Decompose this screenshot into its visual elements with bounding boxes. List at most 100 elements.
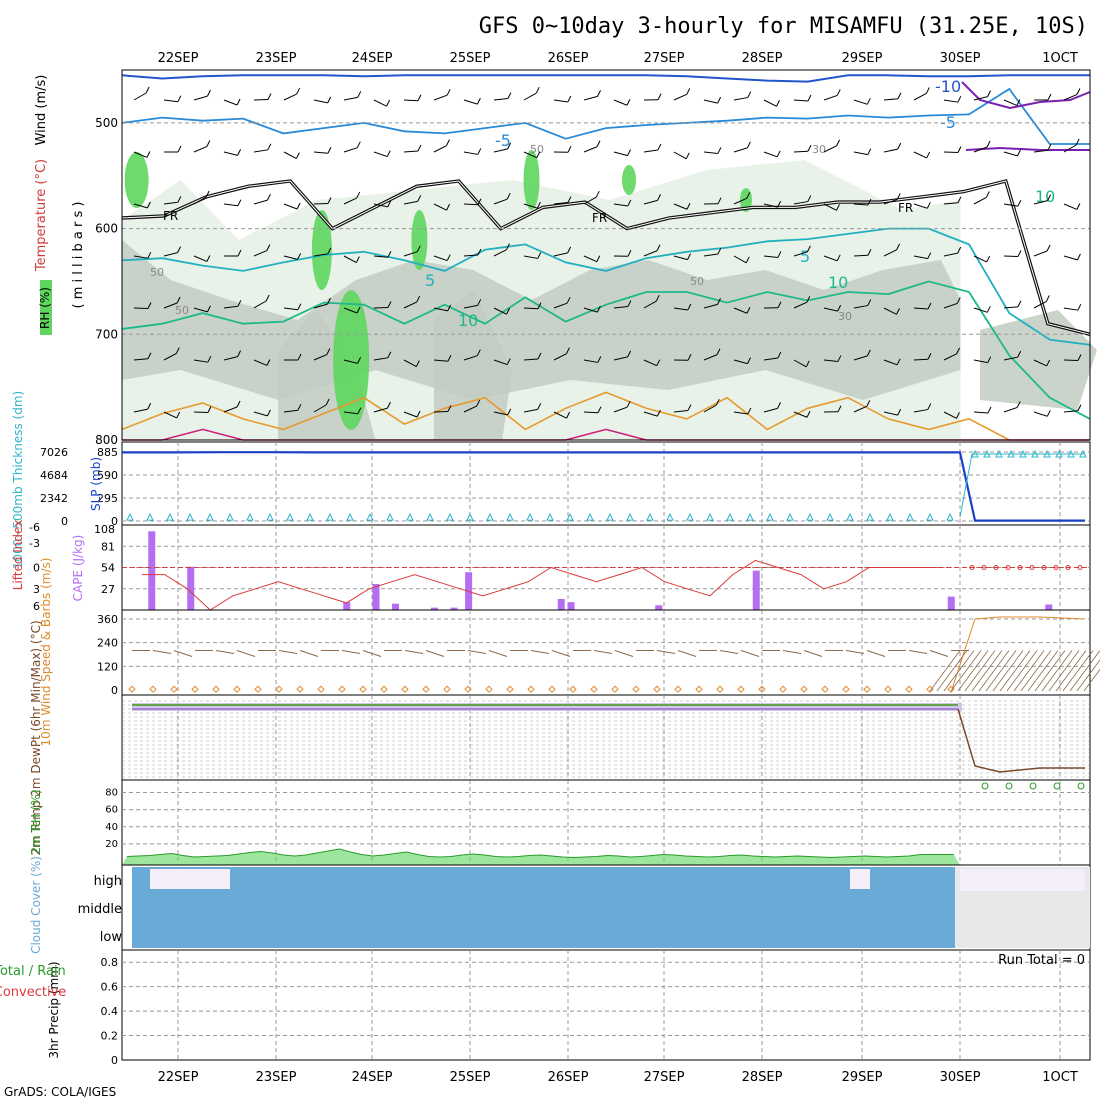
wind-barb-flag	[506, 307, 511, 315]
wind-barb-flag	[657, 93, 662, 100]
wind-barb	[343, 359, 358, 364]
contour-label-14: 30	[838, 310, 852, 323]
wind-barb-flag	[267, 409, 271, 417]
wind-barb	[343, 411, 358, 415]
thickness-marker	[906, 512, 914, 521]
wind-barb-flag	[1047, 194, 1052, 201]
wind-barb-flag	[1017, 250, 1022, 257]
cloud-gap	[150, 869, 230, 889]
wind-barb-flag	[447, 304, 452, 312]
wind-barb-flag	[147, 402, 152, 410]
wind-speed-marker	[611, 685, 619, 693]
wind-speed-marker	[758, 685, 766, 693]
wind-barb	[193, 95, 208, 101]
wind-barb	[1063, 203, 1078, 210]
wind-barb-10m	[404, 650, 424, 655]
wind-barb	[433, 307, 448, 312]
wind-barb-flag	[986, 255, 991, 263]
wind-barb	[553, 202, 568, 205]
wind-barb-flag	[387, 200, 392, 208]
wind-barb-flag	[477, 299, 482, 306]
wind-barb	[313, 404, 327, 413]
wind-barb	[793, 201, 808, 205]
wind-barb	[523, 151, 537, 159]
precip-axis-label: 3hr Precip (mm)	[47, 961, 61, 1058]
wind-barb-10m	[656, 650, 676, 655]
temp-band	[132, 703, 962, 711]
wind-barb	[373, 357, 388, 361]
wind-speed-marker	[527, 685, 535, 693]
wind-barb	[913, 92, 927, 101]
wind-barb	[763, 255, 778, 258]
wind-barb-flag	[717, 298, 721, 305]
wind-barb-flag	[236, 98, 241, 106]
wind-barb-flag	[386, 99, 391, 107]
wind-barb-flag	[626, 99, 631, 106]
wind-barb	[313, 253, 328, 257]
wind-speed-marker	[632, 685, 640, 693]
thickness-axis-label: 1000~500mb Thickness (dm)	[11, 391, 25, 569]
cape-bar	[567, 602, 575, 610]
wind-barb-flag	[507, 408, 512, 416]
cape-bar	[187, 566, 195, 610]
wind-barb-10m	[1027, 650, 1059, 692]
wind-barb	[253, 149, 268, 153]
wind-barb-10m	[929, 650, 949, 658]
wind-barb-flag	[687, 404, 692, 411]
wind-barb-flag	[927, 252, 932, 259]
wind-barb	[193, 146, 208, 153]
thickness-marker	[995, 449, 1003, 458]
wind-barb	[523, 358, 539, 361]
wind-barb	[403, 200, 418, 205]
thickness-tick: 4684	[40, 469, 68, 482]
wind-barb-flag	[837, 355, 842, 362]
wind-barb	[253, 300, 267, 309]
wind-barb-flag	[1016, 99, 1021, 106]
wind-barb-flag	[177, 95, 182, 102]
rh-tick: 20	[105, 839, 118, 850]
wind-speed-marker	[674, 685, 682, 693]
wind-barb	[493, 307, 507, 315]
wind-barb	[673, 307, 688, 311]
wind-barb	[973, 255, 987, 263]
li-tick: 0	[33, 562, 40, 575]
wind-barb-10m	[719, 650, 739, 655]
wind-barb-flag	[687, 354, 692, 361]
wind-speed-marker	[317, 685, 325, 693]
top-date-label: 30SEP	[940, 51, 981, 66]
wind-barb-flag	[987, 356, 992, 363]
wind-barb	[673, 255, 688, 261]
wind-barb	[403, 99, 419, 102]
wind-barb	[943, 202, 958, 205]
wind-barb-flag	[925, 87, 930, 94]
thickness-marker	[971, 449, 979, 458]
wind-barb	[583, 307, 598, 313]
wind-barb-flag	[357, 357, 362, 364]
wind-barb-flag	[867, 148, 872, 155]
wind-barb-flag	[806, 245, 811, 253]
wind-speed-marker	[800, 685, 808, 693]
thickness-marker	[566, 512, 574, 521]
wind-barb-flag	[327, 197, 332, 204]
wind-barb-flag	[567, 146, 572, 153]
thickness-marker	[1043, 449, 1051, 458]
wind-barb-flag	[566, 296, 571, 304]
wind-barb-flag	[687, 253, 691, 260]
thickness-marker	[206, 512, 214, 521]
wind-barb	[913, 203, 928, 209]
wind-barb-flag	[627, 199, 632, 207]
wind-barb-flag	[686, 203, 691, 210]
wind-barb	[643, 411, 658, 417]
wind-barb	[613, 203, 628, 207]
wind-speed-marker	[359, 685, 367, 693]
wind-barb-flag	[327, 146, 332, 154]
wind-barb	[853, 254, 869, 257]
wind-barb	[733, 197, 747, 205]
contour-minus15	[961, 81, 1091, 110]
thickness-tick: 0	[61, 515, 68, 528]
wind-barb	[223, 99, 238, 106]
wind-barb	[793, 251, 808, 257]
wind-barb	[493, 198, 508, 205]
wind-barb	[283, 307, 298, 311]
slp-tick: 590	[97, 469, 118, 482]
